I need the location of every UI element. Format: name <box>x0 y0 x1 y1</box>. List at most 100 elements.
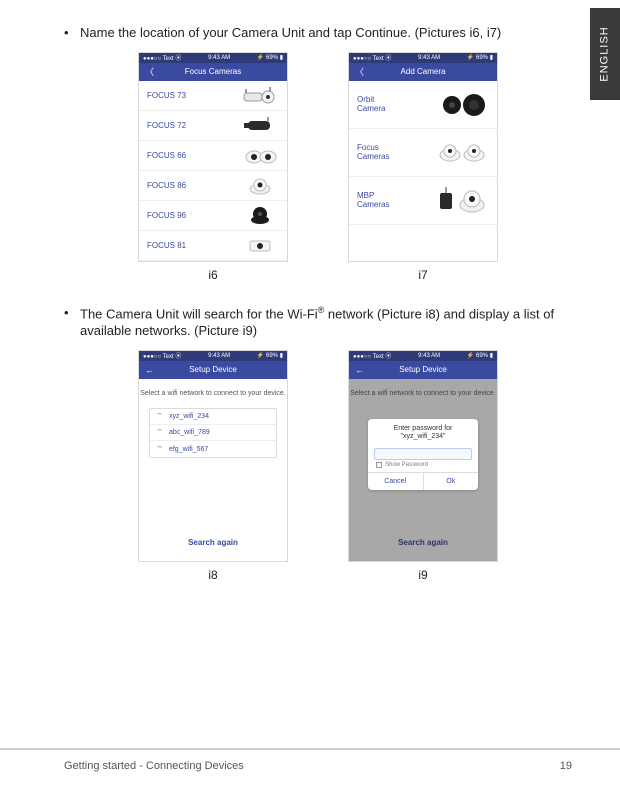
ok-button[interactable]: Ok <box>424 473 479 490</box>
wifi-icon: ⌔ <box>156 445 163 454</box>
status-bar: ●●●○○ Text ⦿ 9:43 AM ⚡ 69% ▮ <box>139 53 287 63</box>
cancel-button[interactable]: Cancel <box>368 473 424 490</box>
camera-category-label: Focus Cameras <box>357 143 401 161</box>
dialog-line1: Enter password for <box>372 425 474 433</box>
status-left: ●●●○○ Text ⦿ <box>143 53 181 62</box>
back-icon[interactable]: ← <box>355 365 364 375</box>
camera-label: FOCUS 86 <box>147 181 186 190</box>
caption-i7: i7 <box>348 268 498 282</box>
camera-icon <box>241 204 279 226</box>
show-password-label: Show Password <box>385 462 428 468</box>
wifi-list: ⌔xyz_wifi_234 ⌔abc_wifi_789 ⌔efg_wifi_56… <box>149 408 276 458</box>
phone-i6: ●●●○○ Text ⦿ 9:43 AM ⚡ 69% ▮ 〈 Focus Cam… <box>138 52 288 262</box>
camera-category-label: Orbit Camera <box>357 95 401 113</box>
wifi-item[interactable]: ⌔efg_wifi_567 <box>150 441 275 457</box>
language-tab: ENGLISH <box>590 8 620 100</box>
instruction-1-text: Name the location of your Camera Unit an… <box>80 24 501 42</box>
camera-row[interactable]: FOCUS 86 <box>139 171 287 201</box>
camera-row[interactable]: FOCUS 72 <box>139 111 287 141</box>
instruction-2-text: The Camera Unit will search for the Wi-F… <box>80 304 572 340</box>
search-again-button[interactable]: Search again <box>188 538 238 547</box>
instruction-1: • Name the location of your Camera Unit … <box>64 24 572 42</box>
figure-i6: ●●●○○ Text ⦿ 9:43 AM ⚡ 69% ▮ 〈 Focus Cam… <box>138 52 288 298</box>
camera-icon <box>241 144 279 166</box>
wifi-instruction: Select a wifi network to connect to your… <box>140 389 286 398</box>
camera-row[interactable]: FOCUS 96 <box>139 201 287 231</box>
camera-category-row[interactable]: Orbit Camera <box>349 81 497 129</box>
camera-label: FOCUS 81 <box>147 241 186 250</box>
wifi-select-panel-dimmed: Select a wifi network to connect to your… <box>349 379 497 561</box>
camera-icon <box>241 234 279 256</box>
wifi-instruction: Select a wifi network to connect to your… <box>350 389 496 398</box>
password-input[interactable] <box>374 448 472 460</box>
camera-label: FOCUS 73 <box>147 91 186 100</box>
wifi-name: xyz_wifi_234 <box>169 413 209 420</box>
phone-i8: ●●●○○ Text ⦿ 9:43 AM ⚡ 69% ▮ ← Setup Dev… <box>138 350 288 562</box>
nav-title: Setup Device <box>399 365 447 374</box>
camera-row[interactable]: FOCUS 81 <box>139 231 287 261</box>
status-right: ⚡ 69% ▮ <box>467 352 493 359</box>
phone-i9: ●●●○○ Text ⦿ 9:43 AM ⚡ 69% ▮ ← Setup Dev… <box>348 350 498 562</box>
camera-category-row[interactable]: MBP Cameras <box>349 177 497 225</box>
back-icon[interactable]: ← <box>145 365 154 375</box>
camera-icon <box>241 114 279 136</box>
wifi-name: abc_wifi_789 <box>169 429 210 436</box>
instruction-2: • The Camera Unit will search for the Wi… <box>64 304 572 340</box>
show-password-toggle[interactable]: Show Password <box>368 462 478 472</box>
wifi-item[interactable]: ⌔abc_wifi_789 <box>150 425 275 441</box>
search-again-button[interactable]: Search again <box>398 538 448 547</box>
page-footer: Getting started - Connecting Devices 19 <box>0 748 620 786</box>
status-bar: ●●●○○ Text ⦿ 9:43 AM ⚡ 69% ▮ <box>139 351 287 361</box>
nav-title: Add Camera <box>401 67 446 76</box>
status-time: 9:43 AM <box>208 55 230 61</box>
status-left: ●●●○○ Text ⦿ <box>353 53 391 62</box>
back-icon[interactable]: 〈 <box>145 65 154 78</box>
dialog-buttons: Cancel Ok <box>368 472 478 490</box>
bullet-icon: • <box>64 304 72 340</box>
checkbox-icon <box>376 462 382 468</box>
instruction-2-part-a: The Camera Unit will search for the Wi-F… <box>80 306 318 321</box>
camera-icon <box>435 87 489 121</box>
status-right: ⚡ 69% ▮ <box>467 54 493 61</box>
nav-bar: 〈 Add Camera <box>349 63 497 81</box>
wifi-item[interactable]: ⌔ xyz_wifi_234 <box>150 409 275 425</box>
nav-bar: 〈 Focus Cameras <box>139 63 287 81</box>
camera-icon <box>435 183 489 217</box>
phone-i7: ●●●○○ Text ⦿ 9:43 AM ⚡ 69% ▮ 〈 Add Camer… <box>348 52 498 262</box>
status-left: ●●●○○ Text ⦿ <box>143 351 181 360</box>
status-time: 9:43 AM <box>208 353 230 359</box>
status-left: ●●●○○ Text ⦿ <box>353 351 391 360</box>
dialog-title: Enter password for "xyz_wifi_234" <box>368 419 478 446</box>
camera-icon <box>241 84 279 106</box>
status-right: ⚡ 69% ▮ <box>257 54 283 61</box>
nav-bar: ← Setup Device <box>139 361 287 379</box>
back-icon[interactable]: 〈 <box>355 65 364 78</box>
status-time: 9:43 AM <box>418 55 440 61</box>
camera-row[interactable]: FOCUS 66 <box>139 141 287 171</box>
caption-i9: i9 <box>348 568 498 582</box>
spacer <box>349 225 497 261</box>
figure-i8: ●●●○○ Text ⦿ 9:43 AM ⚡ 69% ▮ ← Setup Dev… <box>138 350 288 598</box>
footer-section-title: Getting started - Connecting Devices <box>64 760 244 772</box>
page-number: 19 <box>560 760 572 772</box>
wifi-icon: ⌔ <box>156 412 163 421</box>
camera-icon <box>241 174 279 196</box>
status-time: 9:43 AM <box>418 353 440 359</box>
language-tab-text: ENGLISH <box>599 26 611 81</box>
wifi-select-panel: Select a wifi network to connect to your… <box>139 379 287 561</box>
camera-icon <box>435 135 489 169</box>
camera-row[interactable]: FOCUS 73 <box>139 81 287 111</box>
status-bar: ●●●○○ Text ⦿ 9:43 AM ⚡ 69% ▮ <box>349 53 497 63</box>
figure-i7: ●●●○○ Text ⦿ 9:43 AM ⚡ 69% ▮ 〈 Add Camer… <box>348 52 498 298</box>
caption-i8: i8 <box>138 568 288 582</box>
status-bar: ●●●○○ Text ⦿ 9:43 AM ⚡ 69% ▮ <box>349 351 497 361</box>
nav-title: Setup Device <box>189 365 237 374</box>
dialog-line2: "xyz_wifi_234" <box>372 433 474 441</box>
camera-label: FOCUS 72 <box>147 121 186 130</box>
password-dialog: Enter password for "xyz_wifi_234" Show P… <box>368 419 478 490</box>
camera-category-row[interactable]: Focus Cameras <box>349 129 497 177</box>
figure-row-1: ●●●○○ Text ⦿ 9:43 AM ⚡ 69% ▮ 〈 Focus Cam… <box>64 52 572 298</box>
bullet-icon: • <box>64 24 72 42</box>
caption-i6: i6 <box>138 268 288 282</box>
nav-title: Focus Cameras <box>185 67 241 76</box>
